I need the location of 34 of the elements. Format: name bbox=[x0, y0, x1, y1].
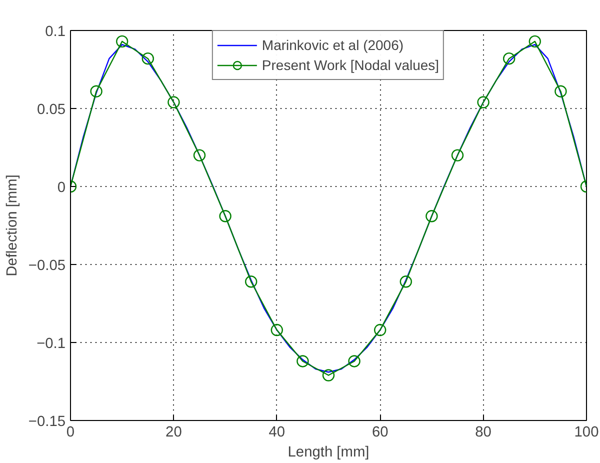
x-tick-label: 60 bbox=[372, 424, 388, 440]
y-tick-label: 0.1 bbox=[45, 24, 66, 40]
point bbox=[245, 276, 258, 288]
point bbox=[90, 85, 102, 98]
point bbox=[503, 52, 516, 65]
point bbox=[322, 369, 335, 382]
y-tick-label: −0.05 bbox=[28, 258, 66, 274]
point bbox=[426, 210, 438, 222]
point bbox=[219, 210, 232, 222]
point bbox=[477, 96, 490, 108]
point bbox=[374, 324, 386, 336]
y-tick-label: 0 bbox=[57, 180, 66, 196]
point bbox=[193, 149, 206, 162]
point bbox=[296, 355, 309, 368]
point bbox=[168, 96, 180, 108]
y-tick-label: −0.1 bbox=[36, 336, 66, 352]
point bbox=[348, 355, 360, 368]
x-tick-label: 80 bbox=[475, 424, 492, 440]
point bbox=[116, 35, 128, 48]
x-tick-label: 20 bbox=[166, 424, 182, 440]
point bbox=[142, 52, 154, 65]
x-axis-title: Length [mm] bbox=[288, 444, 370, 460]
point bbox=[554, 85, 567, 98]
point bbox=[451, 149, 464, 162]
x-tick-label: 40 bbox=[268, 424, 286, 440]
y-tick-label: 0.05 bbox=[36, 102, 66, 118]
point bbox=[528, 35, 541, 48]
legend-label: Marinkovic et al (2006) bbox=[262, 37, 404, 53]
legend-label: Present Work [Nodal values] bbox=[262, 57, 440, 73]
point bbox=[400, 276, 412, 288]
x-tick-label: 100 bbox=[574, 424, 599, 440]
y-tick-label: −0.15 bbox=[28, 414, 66, 430]
point bbox=[270, 324, 283, 336]
y-axis-title: Deflection [mm] bbox=[4, 174, 20, 276]
